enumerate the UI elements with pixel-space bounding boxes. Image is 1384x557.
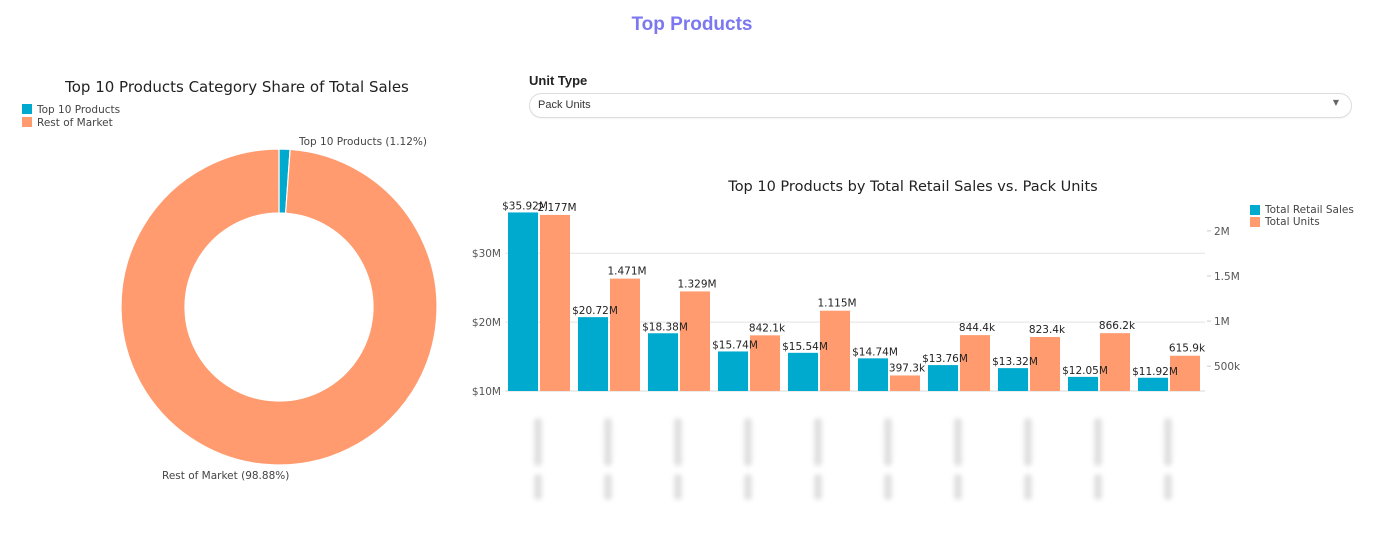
- category-label-obscured: [1164, 474, 1172, 500]
- legend-label-top10: Top 10 Products: [36, 104, 120, 116]
- bar-sales[interactable]: [648, 333, 678, 391]
- bar-sales[interactable]: [718, 351, 748, 391]
- category-label-obscured: [954, 474, 962, 500]
- bar-units[interactable]: [1100, 333, 1130, 391]
- bar-units[interactable]: [610, 278, 640, 391]
- bar-label-sales: $18.38M: [642, 321, 688, 333]
- bar-label-sales: $14.74M: [852, 346, 898, 358]
- category-label-obscured: [1024, 474, 1032, 500]
- category-label-obscured: [674, 474, 682, 500]
- bar-label-units: 1.115M: [817, 298, 856, 310]
- bar-chart: Top 10 Products by Total Retail Sales vs…: [472, 179, 1354, 398]
- bar-label-units: 397.3k: [889, 362, 926, 374]
- bar-label-sales: $12.05M: [1062, 365, 1108, 377]
- donut-legend: Top 10 Products Rest of Market: [22, 104, 120, 129]
- category-label-obscured: [604, 474, 612, 500]
- category-label-obscured: [1094, 474, 1102, 500]
- bar-units[interactable]: [820, 310, 850, 391]
- bar-label-sales: $13.32M: [992, 356, 1038, 368]
- category-label-obscured: [1024, 418, 1032, 466]
- legend-swatch-units: [1250, 217, 1260, 227]
- bar-legend: Total Retail Sales Total Units: [1250, 204, 1354, 228]
- bar-units[interactable]: [680, 291, 710, 391]
- slice-label-top10: Top 10 Products (1.12%): [298, 136, 427, 148]
- bar-chart-title: Top 10 Products by Total Retail Sales vs…: [727, 179, 1097, 195]
- legend-item-top10[interactable]: Top 10 Products: [22, 104, 120, 116]
- bar-label-units: 823.4k: [1029, 324, 1066, 336]
- category-label-obscured: [954, 418, 962, 466]
- bar-units[interactable]: [1170, 355, 1200, 391]
- category-label-obscured: [884, 474, 892, 500]
- bar-label-units: 615.9k: [1169, 343, 1206, 355]
- legend-swatch-top10: [22, 104, 32, 114]
- bar-label-units: 844.4k: [959, 322, 996, 334]
- right-tick-label: 1M: [1214, 316, 1230, 328]
- unit-type-dropdown[interactable]: Pack Units ▼: [529, 93, 1352, 118]
- category-label-obscured: [604, 418, 612, 466]
- legend-item-rest[interactable]: Rest of Market: [22, 117, 113, 129]
- legend-label-sales: Total Retail Sales: [1264, 204, 1354, 216]
- donut-slice-rest[interactable]: [120, 148, 438, 466]
- bar-label-units: 1.471M: [607, 266, 646, 278]
- bar-units[interactable]: [1030, 337, 1060, 391]
- legend-swatch-rest: [22, 117, 32, 127]
- bar-label-units: 2.177M: [537, 202, 576, 214]
- bar-sales[interactable]: [1068, 376, 1098, 391]
- bar-label-sales: $13.76M: [922, 353, 968, 365]
- bar-label-sales: $35.92M: [502, 200, 548, 212]
- left-axis-ticks: $10M $20M $30M: [472, 248, 501, 398]
- category-label-obscured: [814, 418, 822, 466]
- bar-sales[interactable]: [928, 365, 958, 391]
- donut-chart-title: Top 10 Products Category Share of Total …: [64, 78, 409, 96]
- left-tick-label: $30M: [472, 248, 501, 260]
- legend-item-units[interactable]: Total Units: [1250, 216, 1320, 228]
- category-label-obscured: [744, 418, 752, 466]
- bar-sales[interactable]: [578, 317, 608, 391]
- right-axis-ticks: 500k 1M 1.5M 2M: [1207, 226, 1241, 373]
- bar-sales[interactable]: [788, 352, 818, 391]
- legend-label-rest: Rest of Market: [37, 117, 113, 129]
- category-label-obscured: [814, 474, 822, 500]
- slice-label-rest: Rest of Market (98.88%): [162, 470, 289, 482]
- bar-label-sales: $15.74M: [712, 339, 758, 351]
- donut-slices: [120, 148, 438, 466]
- bar-sales[interactable]: [1138, 377, 1168, 391]
- category-label-obscured: [674, 418, 682, 466]
- right-tick-label: 2M: [1214, 226, 1230, 238]
- bar-label-units: 1.329M: [677, 278, 716, 290]
- bar-units[interactable]: [960, 335, 990, 391]
- legend-label-units: Total Units: [1264, 216, 1320, 228]
- category-label-obscured: [884, 418, 892, 466]
- right-tick-label: 1.5M: [1214, 271, 1240, 283]
- bar-label-sales: $20.72M: [572, 305, 618, 317]
- bar-label-sales: $15.54M: [782, 341, 828, 353]
- bar-units[interactable]: [890, 375, 920, 391]
- right-tick-label: 500k: [1214, 361, 1241, 373]
- left-tick-label: $10M: [472, 386, 501, 398]
- bar-units[interactable]: [540, 214, 570, 391]
- left-tick-label: $20M: [472, 317, 501, 329]
- unit-type-selected-value: Pack Units: [538, 99, 591, 111]
- category-label-obscured: [1094, 418, 1102, 466]
- bars: [508, 212, 1200, 391]
- bar-label-units: 842.1k: [749, 322, 786, 334]
- category-label-obscured: [534, 418, 542, 466]
- bar-label-sales: $11.92M: [1132, 366, 1178, 378]
- category-label-obscured: [1164, 418, 1172, 466]
- bar-label-units: 866.2k: [1099, 320, 1136, 332]
- chevron-down-icon[interactable]: ▼: [1332, 98, 1339, 107]
- category-label-obscured: [744, 474, 752, 500]
- bar-sales[interactable]: [858, 358, 888, 391]
- bar-sales[interactable]: [508, 212, 538, 391]
- category-label-obscured: [534, 474, 542, 500]
- bar-units[interactable]: [750, 335, 780, 391]
- bar-sales[interactable]: [998, 368, 1028, 391]
- legend-item-sales[interactable]: Total Retail Sales: [1250, 204, 1354, 216]
- legend-swatch-sales: [1250, 205, 1260, 215]
- donut-chart: Top 10 Products Category Share of Total …: [22, 78, 438, 482]
- page-title: Top Products: [631, 14, 753, 35]
- unit-type-label: Unit Type: [529, 73, 588, 88]
